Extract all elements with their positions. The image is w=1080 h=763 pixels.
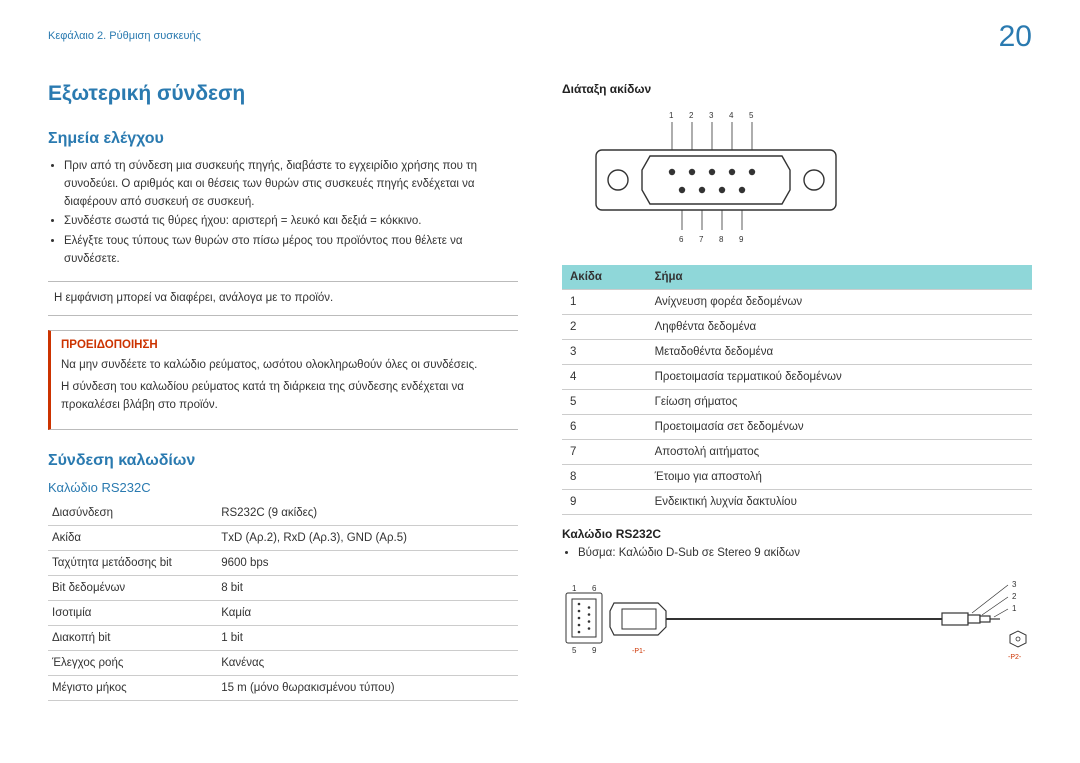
table-row: ΔιασύνδεσηRS232C (9 ακίδες) xyxy=(48,501,518,526)
table-cell: 8 xyxy=(562,465,647,490)
table-cell: Ισοτιμία xyxy=(48,600,217,625)
cable-subhead: Καλώδιο RS232C xyxy=(48,480,518,495)
dsub-corner: 1 xyxy=(572,584,577,593)
table-cell: 1 bit xyxy=(217,625,518,650)
table-cell: Ανίχνευση φορέα δεδομένων xyxy=(647,290,1032,315)
page-title: Εξωτερική σύνδεση xyxy=(48,82,518,106)
table-cell: Καμία xyxy=(217,600,518,625)
table-row: 7Αποστολή αιτήματος xyxy=(562,440,1032,465)
list-item: Συνδέστε σωστά τις θύρες ήχου: αριστερή … xyxy=(64,213,518,231)
pin-header: Διάταξη ακίδων xyxy=(562,82,1032,96)
table-cell: Έλεγχος ροής xyxy=(48,650,217,675)
table-row: 6Προετοιμασία σετ δεδομένων xyxy=(562,415,1032,440)
svg-text:9: 9 xyxy=(739,235,744,244)
cable-diagram: 1 6 5 9 -P1- 3 2 1 xyxy=(562,575,1032,668)
table-cell: Γείωση σήματος xyxy=(647,390,1032,415)
table-row: 3Μεταδοθέντα δεδομένα xyxy=(562,340,1032,365)
table-row: Bit δεδομένων8 bit xyxy=(48,575,518,600)
table-cell: Μεταδοθέντα δεδομένα xyxy=(647,340,1032,365)
jack-label: 2 xyxy=(1012,592,1017,601)
checkpoints-heading: Σημεία ελέγχου xyxy=(48,130,518,148)
table-cell: 1 xyxy=(562,290,647,315)
p1-label: -P1- xyxy=(632,648,646,655)
table-cell: Ενδεικτική λυχνία δακτυλίου xyxy=(647,490,1032,515)
checkpoints-list: Πριν από τη σύνδεση μια συσκευής πηγής, … xyxy=(48,158,518,269)
table-row: 5Γείωση σήματος xyxy=(562,390,1032,415)
warning-title: ΠΡΟΕΙΔΟΠΟΙΗΣΗ xyxy=(61,339,510,351)
spec-table: ΔιασύνδεσηRS232C (9 ακίδες)ΑκίδαTxD (Αρ.… xyxy=(48,501,518,701)
table-row: Ταχύτητα μετάδοσης bit9600 bps xyxy=(48,550,518,575)
table-cell: 7 xyxy=(562,440,647,465)
table-cell: 9600 bps xyxy=(217,550,518,575)
jack-label: 3 xyxy=(1012,580,1017,589)
cable-heading-right: Καλώδιο RS232C xyxy=(562,527,1032,541)
page-number: 20 xyxy=(999,20,1032,54)
table-cell: Bit δεδομένων xyxy=(48,575,217,600)
warning-text: Να μην συνδέετε το καλώδιο ρεύματος, ωσό… xyxy=(61,357,510,375)
cable-bullet-list: Βύσμα: Καλώδιο D-Sub σε Stereo 9 ακίδων xyxy=(562,545,1032,563)
p2-label: -P2- xyxy=(1008,654,1022,661)
table-row: 4Προετοιμασία τερματικού δεδομένων xyxy=(562,365,1032,390)
right-column: Διάταξη ακίδων 12345 6789 xyxy=(562,82,1032,701)
table-cell: RS232C (9 ακίδες) xyxy=(217,501,518,526)
table-row: 2Ληφθέντα δεδομένα xyxy=(562,315,1032,340)
list-item: Ελέγξτε τους τύπους των θυρών στο πίσω μ… xyxy=(64,233,518,269)
list-item: Βύσμα: Καλώδιο D-Sub σε Stereo 9 ακίδων xyxy=(578,545,1032,563)
chapter-label: Κεφάλαιο 2. Ρύθμιση συσκευής xyxy=(48,30,201,42)
table-cell: Έτοιμο για αποστολή xyxy=(647,465,1032,490)
table-cell: Κανένας xyxy=(217,650,518,675)
svg-text:2: 2 xyxy=(689,111,694,120)
table-row: Διακοπή bit1 bit xyxy=(48,625,518,650)
table-row: Μέγιστο μήκος15 m (μόνο θωρακισμένου τύπ… xyxy=(48,675,518,700)
table-cell: 3 xyxy=(562,340,647,365)
table-cell: 4 xyxy=(562,365,647,390)
svg-text:3: 3 xyxy=(709,111,714,120)
table-cell: Διακοπή bit xyxy=(48,625,217,650)
table-row: 8Έτοιμο για αποστολή xyxy=(562,465,1032,490)
svg-text:5: 5 xyxy=(749,111,754,120)
pin-th: Σήμα xyxy=(647,265,1032,290)
warning-box: ΠΡΟΕΙΔΟΠΟΙΗΣΗ Να μην συνδέετε το καλώδιο… xyxy=(48,330,518,429)
table-cell: Διασύνδεση xyxy=(48,501,217,526)
table-row: ΙσοτιμίαΚαμία xyxy=(48,600,518,625)
svg-text:4: 4 xyxy=(729,111,734,120)
pin-table: Ακίδα Σήμα 1Ανίχνευση φορέα δεδομένων2Λη… xyxy=(562,265,1032,515)
table-cell: 2 xyxy=(562,315,647,340)
table-cell: 8 bit xyxy=(217,575,518,600)
pin-th: Ακίδα xyxy=(562,265,647,290)
table-cell: Αποστολή αιτήματος xyxy=(647,440,1032,465)
table-row: 1Ανίχνευση φορέα δεδομένων xyxy=(562,290,1032,315)
table-cell: Προετοιμασία σετ δεδομένων xyxy=(647,415,1032,440)
cable-heading: Σύνδεση καλωδίων xyxy=(48,452,518,470)
note-box: Η εμφάνιση μπορεί να διαφέρει, ανάλογα μ… xyxy=(48,281,518,316)
table-cell: Ταχύτητα μετάδοσης bit xyxy=(48,550,217,575)
table-cell: Προετοιμασία τερματικού δεδομένων xyxy=(647,365,1032,390)
dsub-corner: 6 xyxy=(592,584,597,593)
table-cell: 6 xyxy=(562,415,647,440)
table-cell: 9 xyxy=(562,490,647,515)
svg-text:6: 6 xyxy=(679,235,684,244)
list-item: Πριν από τη σύνδεση μια συσκευής πηγής, … xyxy=(64,158,518,211)
table-cell: 5 xyxy=(562,390,647,415)
dsub-corner: 5 xyxy=(572,646,577,655)
svg-text:1: 1 xyxy=(669,111,674,120)
table-cell: Μέγιστο μήκος xyxy=(48,675,217,700)
connector-diagram: 1 2 3 4 5 6 7 8 9 xyxy=(586,100,1032,253)
jack-label: 1 xyxy=(1012,604,1017,613)
table-row: ΑκίδαTxD (Αρ.2), RxD (Αρ.3), GND (Αρ.5) xyxy=(48,525,518,550)
table-row: Έλεγχος ροήςΚανένας xyxy=(48,650,518,675)
svg-text:7: 7 xyxy=(699,235,704,244)
dsub-corner: 9 xyxy=(592,646,597,655)
table-cell: Ληφθέντα δεδομένα xyxy=(647,315,1032,340)
svg-text:8: 8 xyxy=(719,235,724,244)
table-cell: 15 m (μόνο θωρακισμένου τύπου) xyxy=(217,675,518,700)
warning-text: Η σύνδεση του καλωδίου ρεύματος κατά τη … xyxy=(61,379,510,415)
table-cell: TxD (Αρ.2), RxD (Αρ.3), GND (Αρ.5) xyxy=(217,525,518,550)
table-row: 9Ενδεικτική λυχνία δακτυλίου xyxy=(562,490,1032,515)
table-cell: Ακίδα xyxy=(48,525,217,550)
left-column: Εξωτερική σύνδεση Σημεία ελέγχου Πριν απ… xyxy=(48,82,518,701)
